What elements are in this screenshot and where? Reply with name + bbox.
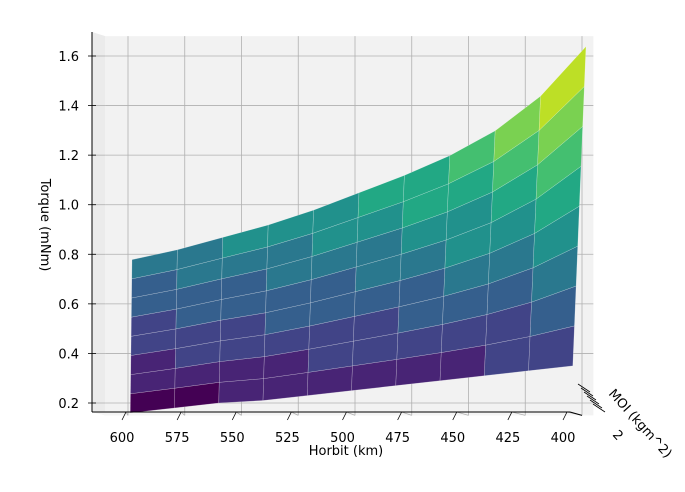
y-axis-title: MOI (kgm^2) (605, 387, 674, 462)
torque-surface (130, 45, 587, 414)
floor-grid-line (401, 411, 412, 416)
z-tick-label: 1.2 (58, 149, 79, 164)
floor-grid-line (346, 411, 356, 416)
x-tick-label: 425 (495, 431, 520, 446)
x-tick-label: 500 (330, 431, 355, 446)
floor-grid-line (456, 411, 469, 416)
y-axis-line (569, 411, 583, 416)
y-tick-label: 2 (609, 428, 626, 444)
x-tick (176, 411, 182, 421)
x-tick (121, 411, 127, 421)
side-pane (92, 32, 106, 416)
z-tick-label: 1.0 (58, 199, 79, 214)
x-tick (231, 411, 237, 421)
x-tick (397, 411, 402, 421)
floor-pane (92, 412, 594, 416)
x-tick (287, 411, 292, 421)
x-tick-label: 400 (551, 431, 576, 446)
y-tick (586, 395, 600, 405)
floor-grid-line (511, 411, 526, 416)
z-tick-label: 1.4 (58, 100, 79, 115)
x-tick-label: 475 (385, 431, 410, 446)
x-tick-label: 525 (275, 431, 300, 446)
x-tick-label: 575 (165, 431, 190, 446)
z-tick-label: 0.4 (58, 347, 79, 362)
floor-grid-line (125, 411, 129, 416)
y-tick (592, 403, 606, 413)
y-tick (580, 387, 594, 397)
x-tick (562, 411, 568, 421)
surface-patch (538, 45, 587, 131)
x-tick (342, 411, 347, 421)
floor-grid-line (180, 411, 186, 416)
x-tick-label: 450 (440, 431, 465, 446)
z-tick-label: 0.8 (58, 248, 79, 263)
x-tick-label: 600 (110, 431, 135, 446)
z-tick-label: 0.2 (58, 397, 79, 412)
floor-grid-line (291, 411, 299, 416)
floor-grid-line (236, 411, 242, 416)
x-tick-label: 550 (220, 431, 245, 446)
x-tick (452, 411, 458, 421)
y-tick (589, 399, 603, 409)
z-axis-title: Torque (mNm) (37, 178, 52, 272)
y-tick (577, 383, 591, 393)
y-tick (583, 391, 597, 401)
z-tick-label: 0.6 (58, 298, 79, 313)
x-tick (507, 411, 513, 421)
x-axis-title: Horbit (km) (309, 444, 384, 459)
z-tick-label: 1.6 (58, 50, 79, 65)
tick-labels: 600 575 550 525 500 475 450 425 400 0.2 0.4 0.6 0.8 1… (58, 50, 625, 446)
axis-lines (88, 32, 606, 421)
surface-patch (218, 378, 264, 404)
